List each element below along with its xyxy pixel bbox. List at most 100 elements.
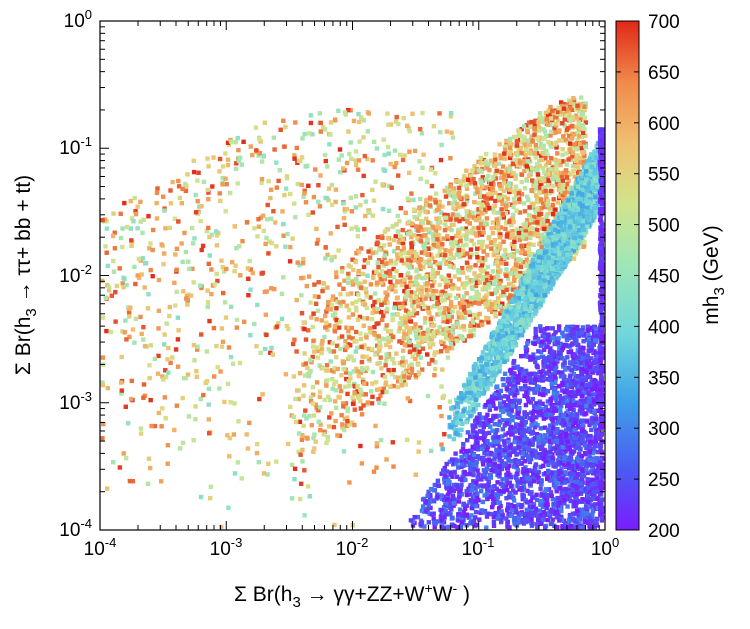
data-point [441, 327, 446, 332]
data-point [505, 186, 510, 192]
data-point [352, 422, 357, 428]
data-point [377, 272, 382, 277]
data-point [414, 224, 419, 229]
data-point [532, 265, 538, 270]
data-point [483, 207, 488, 212]
data-point [558, 203, 564, 208]
data-point [312, 282, 317, 287]
data-point [311, 311, 316, 316]
data-point [380, 235, 385, 241]
data-point [345, 415, 350, 420]
data-point [501, 289, 506, 295]
data-point [479, 243, 485, 248]
data-point [511, 196, 517, 202]
data-point [370, 316, 375, 322]
data-point [353, 259, 358, 265]
data-point [454, 252, 459, 257]
data-point [463, 398, 469, 403]
data-point [359, 344, 364, 349]
data-point [360, 192, 365, 198]
data-point [470, 406, 476, 412]
data-point [431, 292, 436, 298]
data-point [319, 346, 325, 352]
data-point [573, 251, 578, 256]
data-point [239, 162, 244, 167]
data-point [204, 379, 210, 384]
data-point [462, 327, 467, 332]
data-point [130, 479, 135, 484]
data-point [497, 281, 502, 286]
data-point [572, 168, 577, 174]
data-point [393, 289, 398, 294]
data-point [575, 138, 580, 143]
data-point [523, 293, 528, 298]
data-point [562, 123, 567, 128]
data-point [443, 194, 449, 199]
data-point [407, 363, 412, 369]
data-point [516, 256, 521, 262]
data-point [507, 328, 512, 334]
data-point [418, 176, 423, 182]
data-point [118, 211, 123, 216]
data-point [167, 225, 172, 230]
data-point [479, 385, 485, 391]
data-point [446, 273, 451, 278]
data-point [217, 169, 222, 174]
data-point [138, 426, 144, 431]
data-point [176, 328, 181, 333]
data-point [412, 299, 417, 305]
data-point [555, 177, 561, 183]
data-point [504, 267, 509, 272]
data-point [407, 329, 412, 334]
data-point [316, 199, 321, 204]
data-point [424, 216, 429, 221]
data-point [348, 343, 353, 348]
data-point [329, 297, 335, 303]
data-point [407, 265, 413, 270]
data-point [185, 302, 190, 307]
data-point [418, 239, 424, 244]
data-point [317, 363, 322, 368]
data-point [493, 198, 498, 204]
data-point [292, 156, 297, 161]
data-point [550, 270, 555, 275]
data-point [515, 153, 520, 158]
data-point [409, 241, 414, 246]
data-point [378, 437, 384, 443]
data-point [302, 351, 307, 356]
data-point [342, 427, 347, 433]
data-point [392, 361, 397, 366]
data-point [582, 153, 587, 158]
data-point [315, 355, 320, 360]
data-point [360, 354, 365, 359]
data-point [264, 217, 270, 222]
data-point [513, 262, 519, 267]
data-point [484, 151, 489, 157]
data-point [295, 181, 300, 187]
data-point [479, 297, 484, 302]
data-point [160, 406, 165, 411]
data-point [533, 299, 538, 304]
data-point [206, 197, 211, 202]
data-point [343, 370, 349, 375]
data-point [412, 344, 417, 349]
data-point [225, 140, 231, 145]
data-point [418, 208, 423, 213]
data-point [419, 339, 425, 344]
data-point [526, 284, 531, 289]
data-point [324, 363, 330, 368]
data-point [390, 317, 395, 323]
data-point [511, 287, 516, 292]
data-point [351, 267, 356, 273]
data-point [104, 250, 109, 255]
data-point [531, 220, 536, 225]
data-point [492, 238, 498, 243]
data-point [419, 285, 425, 290]
data-point [445, 336, 450, 341]
data-point [323, 313, 328, 319]
data-point [274, 244, 279, 249]
data-point [331, 349, 337, 354]
data-point [207, 253, 212, 258]
data-point [520, 281, 526, 286]
data-point [302, 191, 307, 196]
